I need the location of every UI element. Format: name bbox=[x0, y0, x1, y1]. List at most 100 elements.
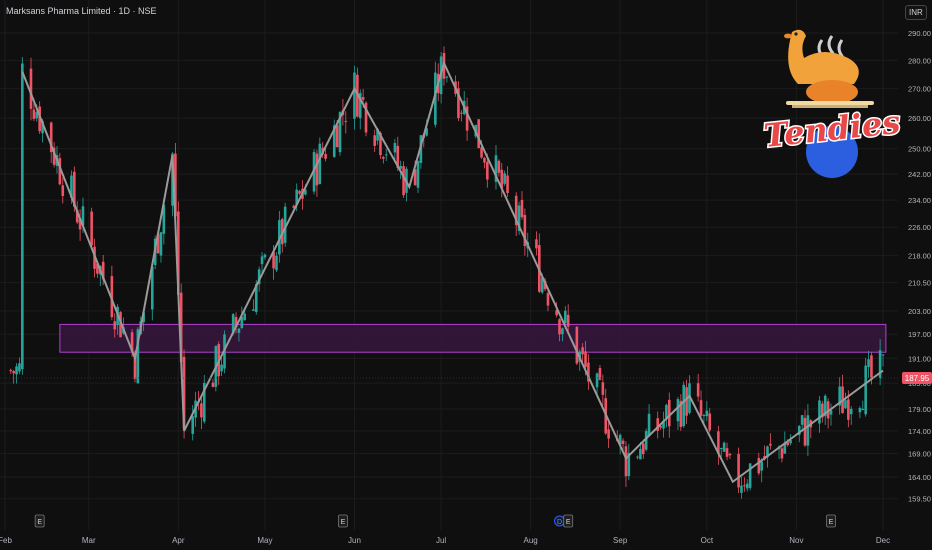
candle-body bbox=[364, 102, 368, 133]
candle-body bbox=[130, 332, 134, 352]
candle-body bbox=[497, 160, 501, 173]
candle-body bbox=[783, 442, 787, 454]
candle-body bbox=[275, 255, 278, 271]
candle-body bbox=[78, 219, 82, 230]
candle-body bbox=[361, 97, 365, 100]
candle-body bbox=[119, 312, 122, 338]
y-tick-label: 226.00 bbox=[908, 223, 931, 232]
candle-body bbox=[789, 440, 792, 444]
candle-body bbox=[272, 251, 275, 269]
candle-body bbox=[142, 312, 145, 323]
x-tick-label: Nov bbox=[789, 536, 803, 545]
candle-body bbox=[179, 292, 183, 363]
candle-body bbox=[555, 310, 558, 316]
candle-body bbox=[520, 200, 524, 218]
candle-body bbox=[864, 365, 867, 415]
y-tick-label: 218.00 bbox=[908, 251, 931, 260]
candle-body bbox=[627, 452, 631, 477]
candle-body bbox=[234, 316, 238, 328]
y-tick-label: 191.00 bbox=[908, 354, 931, 363]
candle-body bbox=[283, 206, 287, 243]
x-tick-label: Sep bbox=[613, 536, 628, 545]
candle-body bbox=[870, 355, 873, 378]
candle-body bbox=[566, 314, 570, 327]
candle-body bbox=[318, 143, 322, 184]
candle-body bbox=[73, 171, 76, 207]
candle-body bbox=[624, 446, 628, 477]
candle-body bbox=[587, 362, 590, 382]
support-zone bbox=[59, 323, 887, 353]
candle-body bbox=[353, 72, 356, 119]
candle-body bbox=[584, 351, 587, 367]
y-tick-label: 174.00 bbox=[908, 427, 931, 436]
candle-body bbox=[740, 485, 743, 493]
candle-body bbox=[38, 106, 41, 132]
candle-body bbox=[211, 382, 215, 388]
candle-body bbox=[564, 310, 567, 324]
dividend-marker[interactable]: D bbox=[554, 515, 566, 527]
candle-body bbox=[416, 160, 420, 188]
currency-button[interactable]: INR bbox=[905, 5, 927, 20]
candle-body bbox=[618, 434, 622, 445]
candle-body bbox=[682, 384, 686, 427]
candle-body bbox=[413, 169, 417, 186]
candle-body bbox=[457, 88, 460, 119]
candle-body bbox=[81, 206, 85, 226]
candle-body bbox=[382, 157, 385, 159]
x-tick-label: Jun bbox=[348, 536, 361, 545]
candle-body bbox=[298, 190, 301, 194]
candle-body bbox=[252, 309, 255, 311]
candle-body bbox=[240, 316, 244, 329]
candle-body bbox=[737, 453, 740, 488]
candle-body bbox=[113, 321, 117, 330]
candle-body bbox=[601, 382, 605, 395]
candle-body bbox=[699, 400, 703, 416]
candle-body bbox=[506, 175, 509, 194]
candle-body bbox=[402, 166, 405, 196]
candle-body bbox=[725, 448, 729, 457]
candle-body bbox=[133, 352, 137, 379]
candle-body bbox=[595, 373, 599, 388]
candle-body bbox=[90, 211, 93, 246]
candle-body bbox=[647, 413, 651, 436]
candle-body bbox=[254, 284, 258, 312]
svg-text:E: E bbox=[37, 519, 42, 526]
candle-body bbox=[696, 383, 700, 397]
candle-body bbox=[477, 119, 480, 149]
candle-body bbox=[821, 403, 824, 418]
candle-body bbox=[705, 410, 709, 417]
candle-body bbox=[745, 483, 749, 489]
candle-body bbox=[679, 400, 683, 427]
candle-body bbox=[338, 112, 342, 153]
logo-plate bbox=[806, 126, 858, 178]
x-tick-label: Aug bbox=[524, 536, 538, 545]
candle-body bbox=[379, 132, 382, 156]
candle-body bbox=[174, 153, 177, 217]
svg-text:187.95: 187.95 bbox=[905, 374, 930, 383]
earnings-marker[interactable]: E bbox=[826, 514, 836, 528]
x-tick-label: Jul bbox=[436, 536, 446, 545]
candle-body bbox=[838, 386, 841, 406]
time-axis[interactable]: Feb Mar Apr May Jun Jul Aug Sep Oct Nov Dec bbox=[0, 530, 932, 550]
earnings-marker[interactable]: E bbox=[338, 514, 348, 528]
candle-body bbox=[70, 175, 73, 198]
earnings-marker[interactable]: E bbox=[34, 514, 45, 528]
candle-body bbox=[324, 153, 327, 159]
y-tick-label: 210.50 bbox=[908, 279, 931, 288]
earnings-marker[interactable]: E bbox=[563, 514, 574, 528]
candle-body bbox=[540, 277, 544, 293]
zigzag-line bbox=[21, 60, 884, 484]
candle-body bbox=[61, 185, 65, 196]
candle-body bbox=[748, 463, 752, 488]
candle-body bbox=[425, 128, 428, 136]
candle-body bbox=[263, 254, 267, 258]
y-tick-label: 250.00 bbox=[908, 145, 931, 154]
symbol-title[interactable]: Marksans Pharma Limited · 1D · NSE bbox=[6, 6, 157, 16]
y-tick-label: 179.00 bbox=[908, 405, 931, 414]
candle-body bbox=[278, 220, 281, 255]
svg-text:E: E bbox=[566, 519, 571, 526]
price-axis[interactable]: 290.00 280.00 270.00 260.00 250.00 242.00 234.… bbox=[898, 0, 932, 550]
candle-body bbox=[295, 189, 299, 206]
candle-body bbox=[849, 408, 853, 415]
